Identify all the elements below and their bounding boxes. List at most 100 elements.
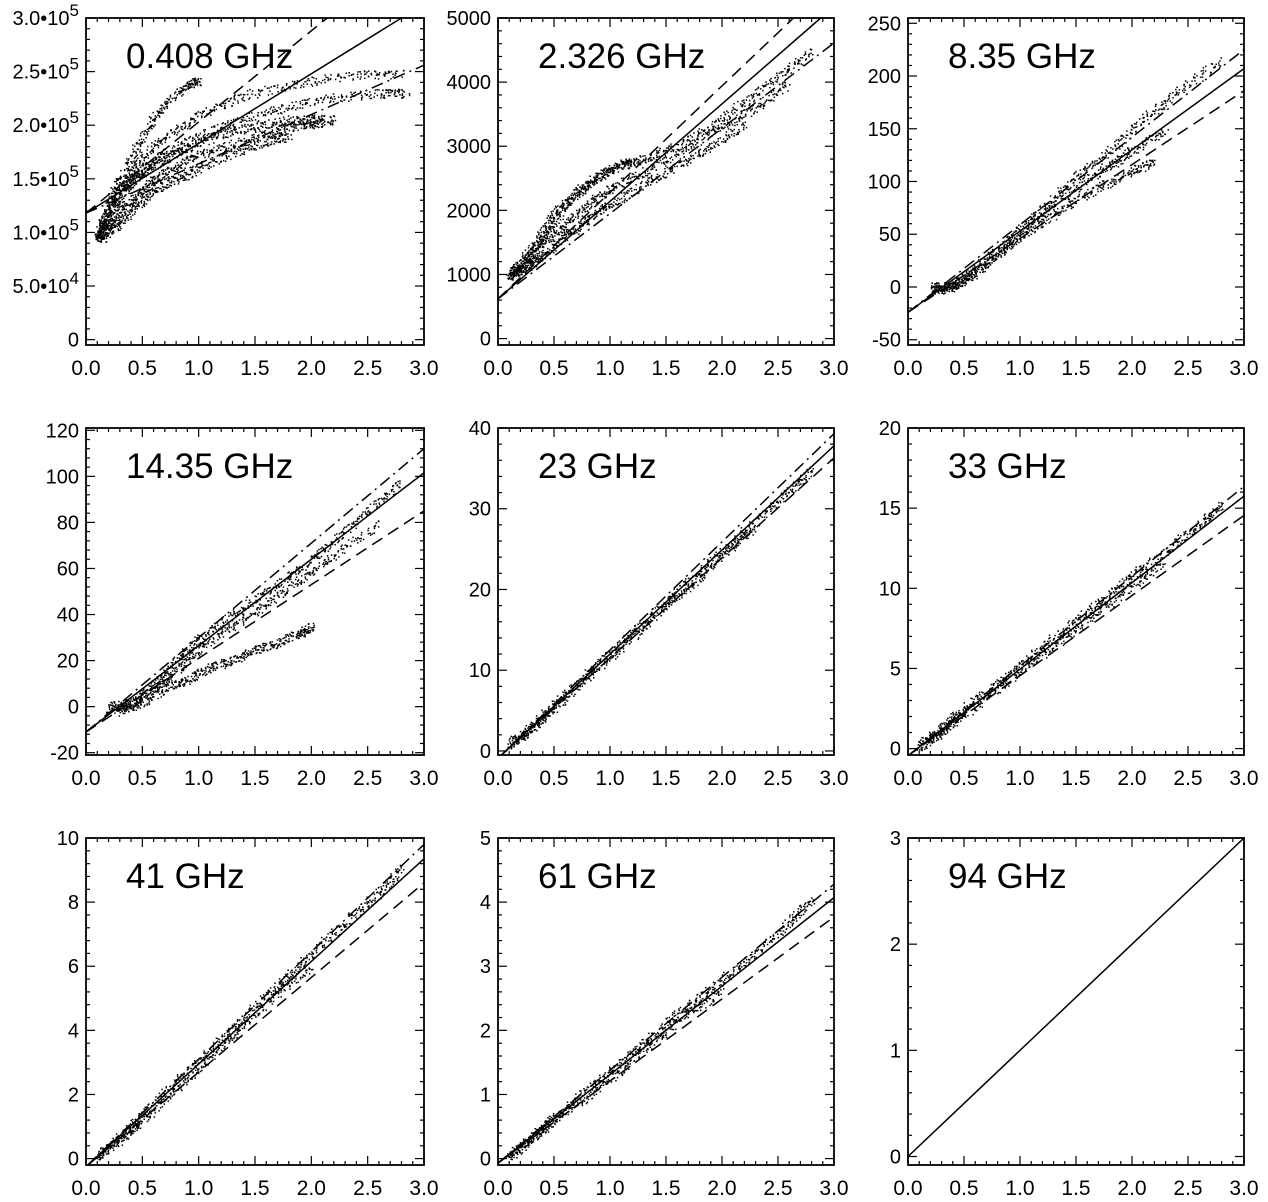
scatter-point [310, 83, 313, 86]
scatter-point [128, 188, 130, 190]
scatter-point [708, 134, 710, 136]
scatter-point [117, 199, 119, 202]
scatter-point [547, 231, 549, 233]
scatter-point [231, 130, 234, 132]
scatter-point [539, 229, 542, 231]
scatter-point [679, 161, 681, 163]
scatter-point [228, 126, 231, 128]
scatter-point [133, 175, 136, 177]
scatter-point [316, 84, 318, 86]
scatter-point [176, 88, 178, 90]
scatter-point [126, 217, 129, 219]
scatter-point [758, 102, 760, 105]
scatter-point [188, 123, 190, 125]
scatter-point [220, 160, 222, 162]
scatter-point [150, 166, 152, 168]
scatter-point [132, 214, 134, 216]
scatter-point [663, 173, 665, 175]
scatter-point [309, 123, 312, 125]
scatter-point [114, 206, 117, 208]
scatter-point [264, 114, 267, 117]
scatter-point [187, 143, 189, 145]
scatter-point [268, 111, 270, 113]
scatter-point [611, 172, 614, 174]
scatter-point [172, 145, 175, 147]
scatter-point [743, 101, 745, 104]
scatter-point [726, 137, 729, 140]
scatter-point [572, 213, 574, 216]
scatter-point [139, 149, 141, 151]
scatter-point [601, 170, 604, 172]
scatter-point [600, 213, 603, 215]
scatter-point [714, 130, 716, 133]
scatter-point [711, 120, 714, 123]
scatter-point [121, 214, 123, 217]
scatter-point [234, 126, 237, 128]
scatter-point [115, 225, 118, 227]
scatter-point [549, 236, 551, 238]
scatter-point [552, 247, 554, 249]
scatter-point [621, 160, 623, 163]
scatter-point [532, 254, 534, 256]
scatter-point [315, 122, 317, 124]
scatter-point [264, 132, 266, 134]
scatter-point [180, 128, 183, 130]
scatter-point [734, 111, 736, 114]
y-tick-label: 1.0•105 [12, 215, 79, 244]
scatter-point [602, 205, 604, 208]
scatter-point [682, 152, 685, 155]
scatter-point [168, 158, 171, 161]
scatter-point [631, 190, 633, 192]
scatter-point [935, 288, 937, 291]
scatter-point [327, 76, 329, 79]
scatter-point [301, 119, 303, 122]
scatter-point [698, 152, 700, 154]
scatter-point [637, 161, 639, 163]
scatter-point [617, 197, 619, 200]
scatter-point [130, 155, 133, 157]
scatter-point [230, 148, 233, 151]
scatter-point [396, 90, 399, 92]
scatter-point [109, 209, 111, 211]
scatter-point [810, 49, 813, 51]
scatter-point [149, 151, 151, 153]
scatter-point [155, 161, 157, 164]
scatter-point [719, 130, 722, 132]
scatter-point [278, 125, 280, 127]
scatter-point [510, 272, 512, 274]
scatter-point [366, 94, 368, 96]
scatter-point [167, 179, 169, 182]
scatter-point [164, 102, 166, 104]
scatter-point [750, 115, 753, 118]
scatter-point [290, 108, 293, 110]
scatter-point [190, 150, 192, 152]
scatter-point [647, 160, 650, 162]
scatter-point [156, 191, 158, 193]
scatter-point [587, 181, 589, 184]
scatter-point [173, 133, 176, 135]
scatter-point [562, 225, 564, 227]
scatter-point [157, 110, 159, 113]
scatter-point [570, 213, 573, 215]
scatter-point [142, 139, 145, 141]
scatter-point [180, 142, 183, 144]
scatter-point [157, 137, 160, 140]
scatter-point [199, 81, 201, 83]
scatter-point [515, 262, 517, 264]
scatter-point [127, 184, 129, 186]
scatter-point [534, 250, 536, 252]
scatter-point [116, 183, 118, 185]
scatter-point [612, 183, 615, 185]
scatter-point [152, 176, 155, 178]
scatter-point [108, 220, 110, 223]
scatter-point [133, 157, 136, 160]
scatter-point [138, 176, 141, 178]
scatter-point [105, 232, 107, 235]
scatter-point [242, 96, 245, 99]
scatter-point [115, 219, 118, 222]
scatter-point [583, 192, 585, 195]
scatter-point [287, 136, 289, 138]
scatter-point [127, 170, 129, 172]
scatter-point [685, 158, 687, 161]
scatter-point [237, 100, 239, 102]
